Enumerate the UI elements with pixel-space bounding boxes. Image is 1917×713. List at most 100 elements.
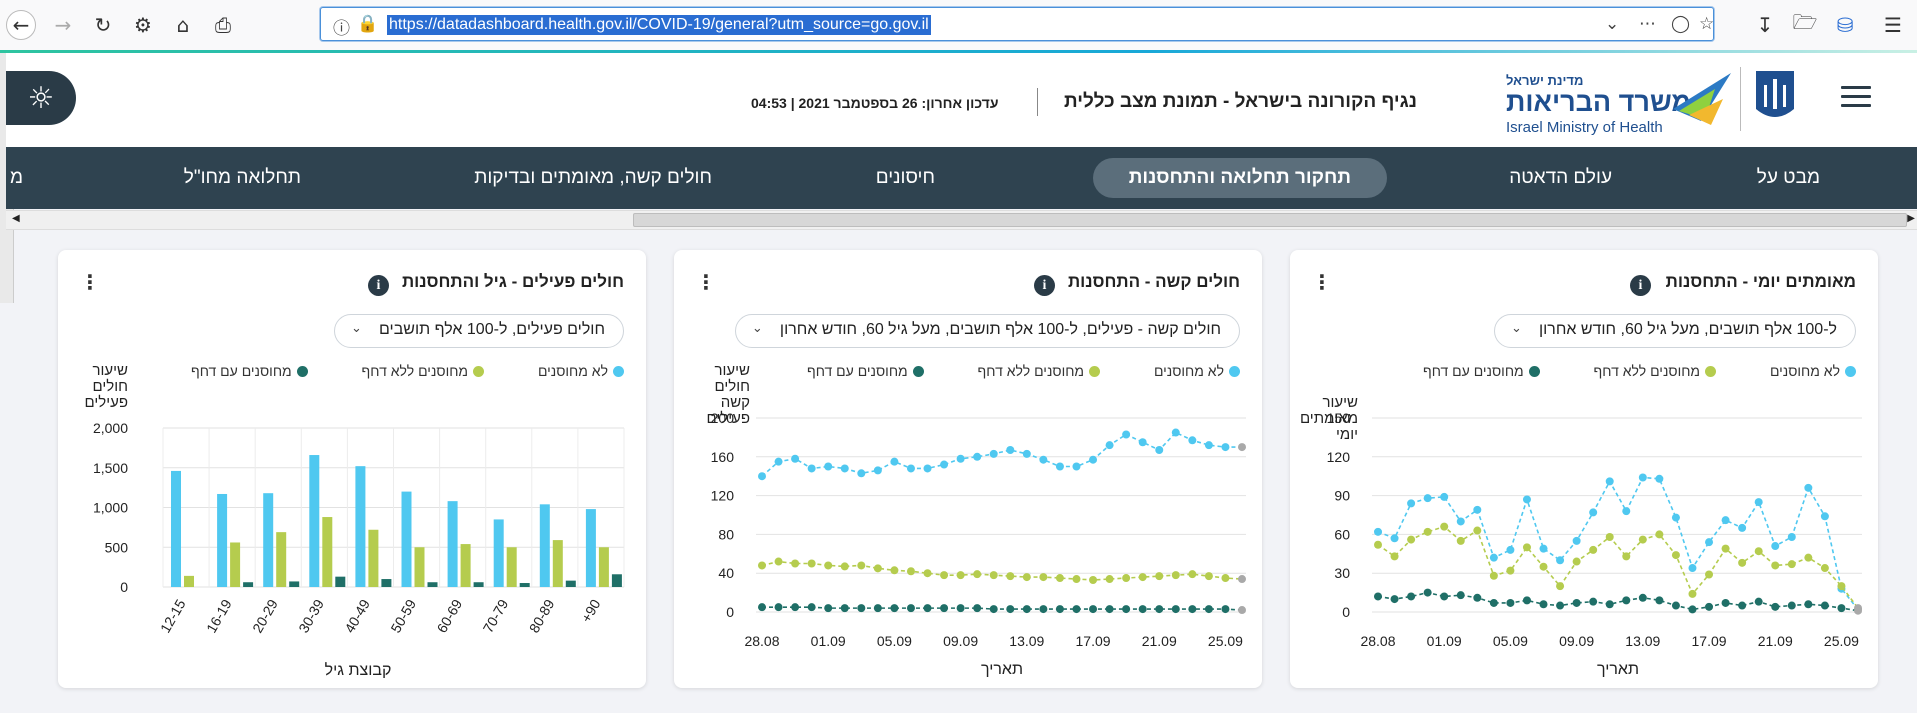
tab-abroad-morbidity[interactable]: תחלואה מחו"ל xyxy=(183,167,301,188)
tab-vaccines[interactable]: חיסונים xyxy=(875,167,935,188)
more-dots-icon[interactable]: ⋯ xyxy=(1639,14,1656,34)
filter-dropdown[interactable]: ל-100 אלף תושבים, מעל גיל 60, חודש אחרון… xyxy=(1493,314,1856,348)
data-point xyxy=(1407,499,1416,508)
y-axis-label: שיעור xyxy=(715,362,751,379)
x-tick-label: 40-49 xyxy=(341,596,373,635)
data-point xyxy=(1456,517,1465,526)
scroll-right-icon[interactable]: ▶ xyxy=(1907,213,1915,224)
data-point xyxy=(1721,516,1730,525)
info-icon[interactable]: i xyxy=(1034,275,1055,296)
data-point xyxy=(1837,604,1846,613)
scrollbar-thumb[interactable] xyxy=(633,213,1907,227)
y-tick-label: 60 xyxy=(1334,526,1350,542)
legend-booster[interactable]: מחוסנים עם דחף xyxy=(191,363,308,379)
data-point xyxy=(1089,455,1098,464)
data-point xyxy=(1171,428,1180,437)
filter-dropdown[interactable]: חולים קשה - פעילים, ל-100 אלף תושבים, מע… xyxy=(734,314,1240,348)
folder-button[interactable]: 🗁 xyxy=(1790,10,1820,40)
data-point xyxy=(1655,530,1664,539)
data-point xyxy=(1390,534,1399,543)
data-point xyxy=(1423,588,1432,597)
legend-label: מחוסנים עם דחף xyxy=(191,363,292,379)
bar xyxy=(368,529,379,587)
extension-button[interactable]: ⛁ xyxy=(1830,10,1860,40)
reload-button[interactable]: ↻ xyxy=(88,10,118,40)
star-icon[interactable]: ☆ xyxy=(1699,14,1715,34)
forward-button[interactable]: → xyxy=(48,10,78,40)
legend-no-booster[interactable]: מחוסנים ללא דחף xyxy=(1594,363,1717,379)
theme-toggle-button[interactable]: ☼ xyxy=(6,71,76,125)
chevron-down-icon[interactable]: ⌄ xyxy=(1605,14,1620,34)
browser-toolbar: ← → ↻ ⚙ ⌂ ⎙ ⓘ 🔒 https://datadashboard.he… xyxy=(0,0,1917,52)
info-icon[interactable]: i xyxy=(368,275,389,296)
data-point xyxy=(1622,596,1631,605)
tab-data-world[interactable]: עולם הדאטה xyxy=(1509,167,1612,188)
home-button[interactable]: ⌂ xyxy=(168,10,198,40)
horizontal-scrollbar[interactable]: ◀ ▶ xyxy=(6,210,1917,230)
legend-no-booster[interactable]: מחוסנים ללא דחף xyxy=(978,363,1101,379)
download-icon: ↧ xyxy=(1756,13,1774,37)
legend-no-booster[interactable]: מחוסנים ללא דחף xyxy=(362,363,485,379)
data-point xyxy=(840,562,849,571)
tab-severe-confirmed-tests[interactable]: חולים קשה, מאומתים ובדיקות xyxy=(474,167,712,188)
print-button[interactable]: ⎙ xyxy=(208,10,238,40)
bar xyxy=(322,517,333,587)
data-point xyxy=(840,464,849,473)
data-point xyxy=(973,604,982,613)
data-point xyxy=(923,569,932,578)
bar xyxy=(473,582,484,587)
ministry-logo[interactable]: מדינת ישראל משרד הבריאות Israel Ministry… xyxy=(1496,59,1796,141)
y-tick-label: 200 xyxy=(711,410,735,426)
legend-booster[interactable]: מחוסנים עם דחף xyxy=(807,363,924,379)
x-tick-label: 50-59 xyxy=(387,596,419,635)
data-point xyxy=(1738,601,1747,610)
tab-morbidity-vaccination[interactable]: תחקור תחלואה והתחסנות xyxy=(1092,158,1387,198)
data-point xyxy=(989,605,998,614)
page-load-bar xyxy=(0,50,1917,53)
data-point xyxy=(1390,552,1399,561)
info-icon[interactable]: i xyxy=(1630,275,1651,296)
url-text[interactable]: https://datadashboard.health.gov.il/COVI… xyxy=(387,15,931,35)
more-options-icon[interactable]: ⋮ xyxy=(696,270,716,294)
data-point xyxy=(1089,605,1098,614)
url-bar[interactable]: ⓘ 🔒 https://datadashboard.health.gov.il/… xyxy=(320,7,1714,41)
legend-unvaccinated[interactable]: לא מחוסנים xyxy=(1770,363,1856,379)
scroll-left-icon[interactable]: ◀ xyxy=(12,213,20,224)
folder-icon: 🗁 xyxy=(1792,10,1818,34)
more-options-icon[interactable]: ⋮ xyxy=(1312,270,1332,294)
tab-more[interactable]: מ xyxy=(10,167,24,188)
data-point xyxy=(1638,593,1647,602)
info-circle-icon[interactable]: ⓘ xyxy=(333,19,350,39)
data-point xyxy=(1572,598,1581,607)
back-button[interactable]: ← xyxy=(6,10,36,40)
logo-top-text: מדינת ישראל xyxy=(1506,73,1584,88)
data-point xyxy=(1138,573,1147,582)
data-point xyxy=(1374,540,1382,549)
series-line xyxy=(761,431,1242,477)
data-point xyxy=(940,604,949,613)
x-axis-label: קבוצת גיל xyxy=(325,661,392,679)
legend-unvaccinated[interactable]: לא מחוסנים xyxy=(538,363,624,379)
data-point xyxy=(1039,605,1048,614)
filter-dropdown[interactable]: חולים פעילים, ל-100 אלף תושבים ⌄ xyxy=(334,314,624,348)
tab-navigation: מבט על עולם הדאטה תחקור תחלואה והתחסנות … xyxy=(6,147,1917,209)
legend-unvaccinated[interactable]: לא מחוסנים xyxy=(1154,363,1240,379)
data-point xyxy=(1155,572,1164,581)
settings-button[interactable]: ⚙ xyxy=(128,10,158,40)
data-point xyxy=(1655,474,1664,483)
menu-button[interactable]: ☰ xyxy=(1878,10,1908,40)
legend-booster[interactable]: מחוסנים עם דחף xyxy=(1423,363,1540,379)
more-options-icon[interactable]: ⋮ xyxy=(80,270,100,294)
legend-dot-icon xyxy=(296,366,308,377)
bar xyxy=(552,540,563,587)
x-axis-label: תאריך xyxy=(981,661,1023,678)
download-button[interactable]: ↧ xyxy=(1750,10,1780,40)
pocket-icon[interactable]: ◯ xyxy=(1671,14,1691,34)
data-point xyxy=(1039,573,1048,582)
site-menu-button[interactable] xyxy=(1841,86,1871,110)
tab-overview[interactable]: מבט על xyxy=(1756,167,1820,188)
card-active-by-age: שיעור חולים פעילים 0 500 1,000 1,500 2,000 12-15… xyxy=(58,250,646,688)
bar xyxy=(611,574,622,587)
y-tick-label: 40 xyxy=(718,565,734,581)
y-axis-label: חולים xyxy=(715,378,751,395)
